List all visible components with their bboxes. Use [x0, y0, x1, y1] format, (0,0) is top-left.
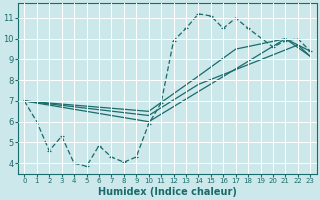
- X-axis label: Humidex (Indice chaleur): Humidex (Indice chaleur): [98, 187, 237, 197]
